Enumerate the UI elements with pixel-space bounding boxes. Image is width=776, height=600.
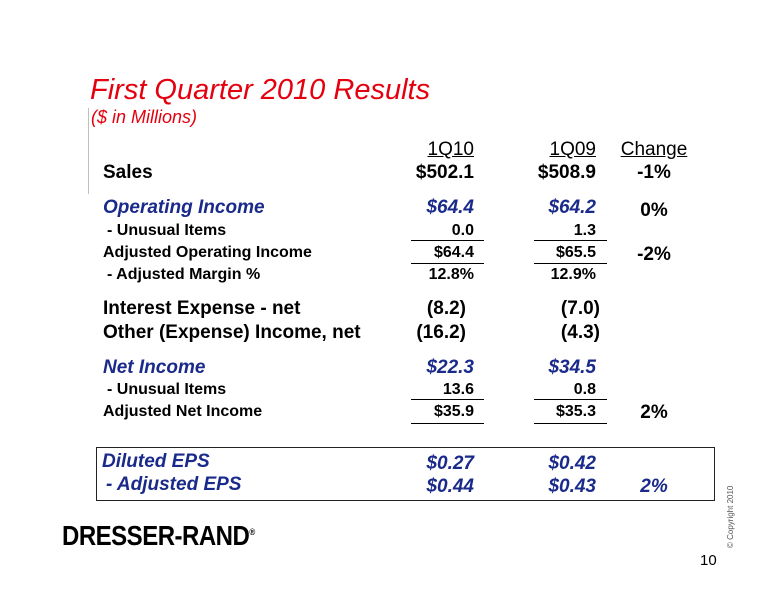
- header-1q10: 1Q10: [427, 139, 474, 160]
- operating-income-1q09: $64.2: [548, 197, 596, 218]
- sales-label: Sales: [103, 162, 153, 183]
- adjusted-eps-change: 2%: [640, 476, 668, 497]
- unusual-items-1q10: 13.6: [442, 381, 474, 398]
- adjusted-net-income-change: 2%: [640, 402, 668, 423]
- left-accent-line: [88, 108, 89, 194]
- net-income-1q09: $34.5: [548, 357, 596, 378]
- diluted-eps-1q10: $0.27: [426, 453, 474, 474]
- other-expense-1q09: (4.3): [560, 322, 600, 343]
- copyright-notice: © Copyright 2010: [726, 485, 735, 548]
- registered-mark: ®: [249, 526, 255, 538]
- subtotal-rule: [534, 240, 607, 241]
- net-income-1q10: $22.3: [426, 357, 474, 378]
- adjusted-operating-income-1q09: $65.5: [555, 244, 596, 261]
- unusual-items-label: - Unusual Items: [107, 222, 227, 239]
- adjusted-operating-income-label: Adjusted Operating Income: [103, 244, 312, 261]
- adjusted-operating-income-change: -2%: [637, 244, 671, 265]
- sales-change: -1%: [637, 162, 671, 183]
- unusual-items-1q09: 1.3: [573, 222, 596, 239]
- header-1q09: 1Q09: [549, 139, 596, 160]
- adjusted-margin-1q10: 12.8%: [428, 266, 474, 283]
- total-rule: [411, 423, 484, 424]
- other-expense-label: Other (Expense) Income, net: [103, 322, 361, 343]
- header-change: Change: [620, 139, 688, 160]
- subtotal-rule: [411, 399, 484, 400]
- interest-expense-label: Interest Expense - net: [103, 298, 301, 319]
- net-income-label: Net Income: [103, 357, 206, 378]
- adjusted-net-income-1q10: $35.9: [433, 403, 474, 420]
- operating-income-label: Operating Income: [103, 197, 265, 218]
- unusual-items-label: - Unusual Items: [107, 381, 227, 398]
- operating-income-change: 0%: [640, 200, 668, 221]
- diluted-eps-label: Diluted EPS: [102, 451, 210, 472]
- subtotal-rule: [411, 240, 484, 241]
- other-expense-1q10: (16.2): [416, 322, 466, 343]
- total-rule: [534, 423, 607, 424]
- slide-title: First Quarter 2010 Results: [90, 74, 431, 106]
- adjusted-eps-1q10: $0.44: [426, 476, 474, 497]
- eps-box: [96, 447, 715, 501]
- operating-income-1q10: $64.4: [426, 197, 474, 218]
- sales-1q09: $508.9: [537, 162, 596, 183]
- slide-subtitle: ($ in Millions): [91, 107, 198, 127]
- adjusted-net-income-1q09: $35.3: [555, 403, 596, 420]
- company-logo: DRESSER-RAND®: [62, 521, 255, 553]
- subtotal-rule: [534, 399, 607, 400]
- adjusted-net-income-label: Adjusted Net Income: [103, 403, 263, 420]
- adjusted-eps-label: - Adjusted EPS: [106, 474, 242, 495]
- page-number: 10: [700, 552, 717, 569]
- subtotal-rule: [411, 263, 484, 264]
- interest-expense-1q09: (7.0): [560, 298, 600, 319]
- adjusted-eps-1q09: $0.43: [548, 476, 596, 497]
- diluted-eps-1q09: $0.42: [548, 453, 596, 474]
- interest-expense-1q10: (8.2): [426, 298, 466, 319]
- logo-text: DRESSER-RAND: [62, 521, 250, 553]
- adjusted-margin-1q09: 12.9%: [550, 266, 596, 283]
- subtotal-rule: [534, 263, 607, 264]
- sales-1q10: $502.1: [415, 162, 474, 183]
- unusual-items-1q09: 0.8: [573, 381, 596, 398]
- adjusted-margin-label: - Adjusted Margin %: [107, 266, 261, 283]
- unusual-items-1q10: 0.0: [451, 222, 474, 239]
- adjusted-operating-income-1q10: $64.4: [433, 244, 474, 261]
